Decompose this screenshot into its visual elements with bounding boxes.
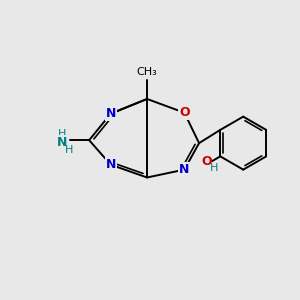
Text: N: N bbox=[179, 163, 190, 176]
Text: CH₃: CH₃ bbox=[137, 68, 158, 77]
Text: O: O bbox=[201, 155, 211, 168]
Text: N: N bbox=[106, 158, 116, 171]
Text: N: N bbox=[106, 107, 116, 120]
Text: N: N bbox=[57, 136, 67, 149]
Text: H: H bbox=[58, 129, 66, 139]
Text: H: H bbox=[65, 145, 74, 154]
Text: O: O bbox=[179, 106, 190, 119]
Text: H: H bbox=[210, 163, 218, 173]
